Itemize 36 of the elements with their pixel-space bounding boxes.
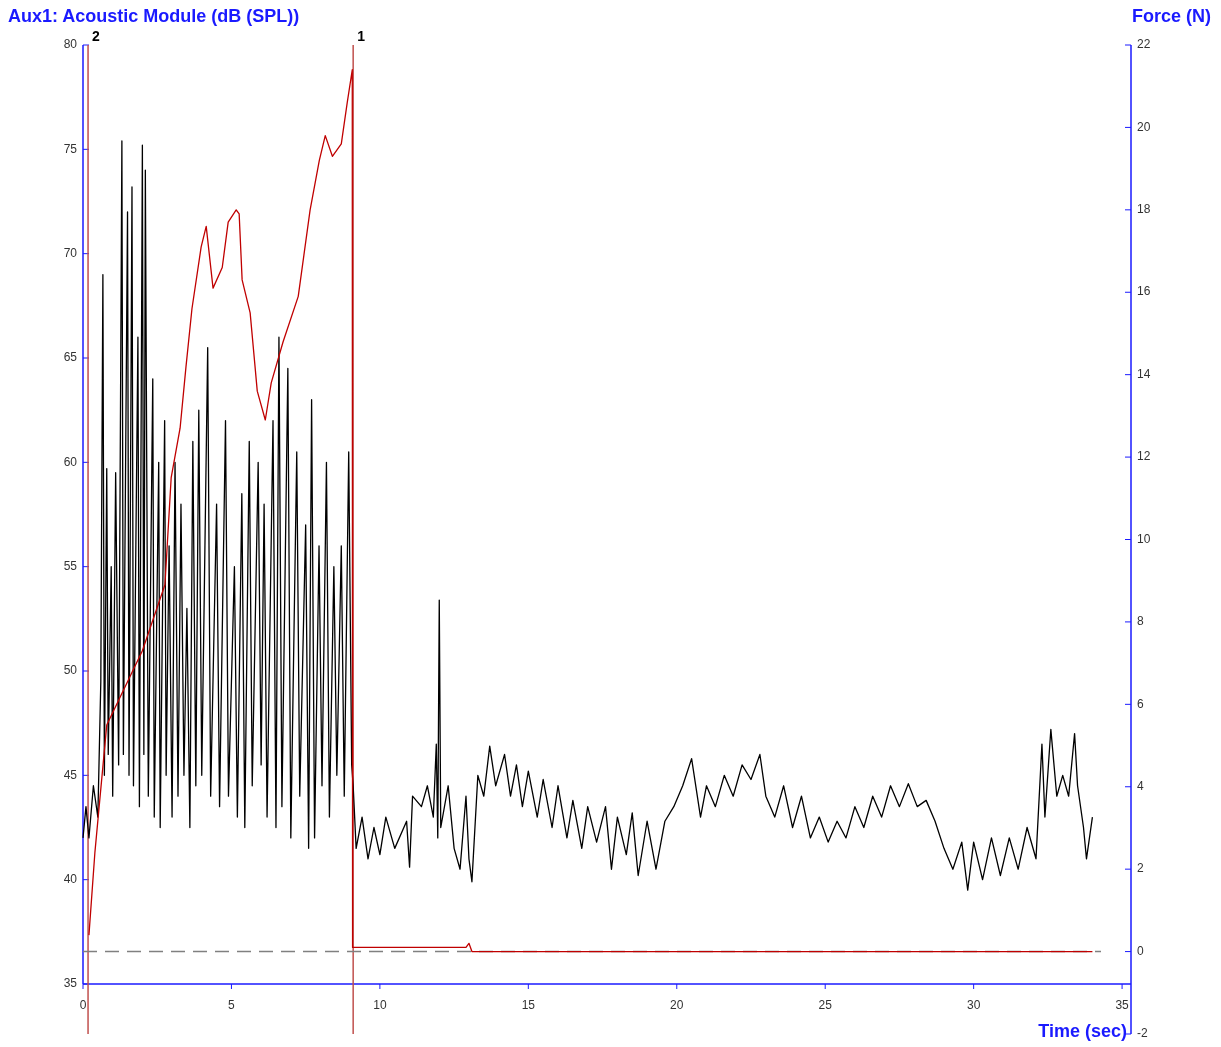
x-tick-label: 10 <box>373 998 387 1013</box>
x-tick-label: 5 <box>228 998 236 1013</box>
y-tick-label: 75 <box>63 141 78 156</box>
x-tick-label: 20 <box>670 998 684 1013</box>
y-tick-label: 55 <box>63 558 78 573</box>
y2-tick-label: 10 <box>1137 531 1151 546</box>
y-tick-label: 70 <box>63 245 78 260</box>
y2-tick-label: 12 <box>1137 449 1151 464</box>
y-tick-label: 40 <box>63 871 78 886</box>
y2-tick-label: 0 <box>1137 943 1144 958</box>
x-tick-label: 25 <box>818 998 833 1013</box>
x-axis-title: Time (sec) <box>1038 1021 1127 1041</box>
y2-tick-label: 8 <box>1137 614 1144 629</box>
x-tick-label: 35 <box>1115 998 1130 1013</box>
y2-tick-label: 16 <box>1137 284 1151 299</box>
y-tick-label: 45 <box>63 767 78 782</box>
y2-tick-label: 20 <box>1137 119 1151 134</box>
annotation: 1 <box>357 28 366 44</box>
y-tick-label: 60 <box>63 454 78 469</box>
y2-axis-title: Force (N) <box>1131 6 1211 26</box>
y2-tick-label: 4 <box>1137 778 1144 793</box>
y2-tick-label: 6 <box>1137 696 1144 711</box>
y-tick-label: 65 <box>63 350 78 365</box>
y-tick-label: 80 <box>63 37 78 52</box>
y2-tick-label: 18 <box>1137 202 1151 217</box>
x-tick-label: 15 <box>521 998 536 1013</box>
x-tick-label: 0 <box>79 998 87 1013</box>
y2-tick-label: 14 <box>1137 366 1151 381</box>
y-tick-label: 35 <box>63 976 78 991</box>
y2-tick-label: 22 <box>1137 37 1151 52</box>
y2-tick-label: 2 <box>1137 861 1144 876</box>
y-tick-label: 50 <box>63 663 78 678</box>
annotation: 2 <box>92 28 101 44</box>
y-axis-title: Aux1: Acoustic Module (dB (SPL)) <box>8 6 300 26</box>
y2-tick-label: -2 <box>1137 1026 1148 1041</box>
x-tick-label: 30 <box>966 998 981 1013</box>
